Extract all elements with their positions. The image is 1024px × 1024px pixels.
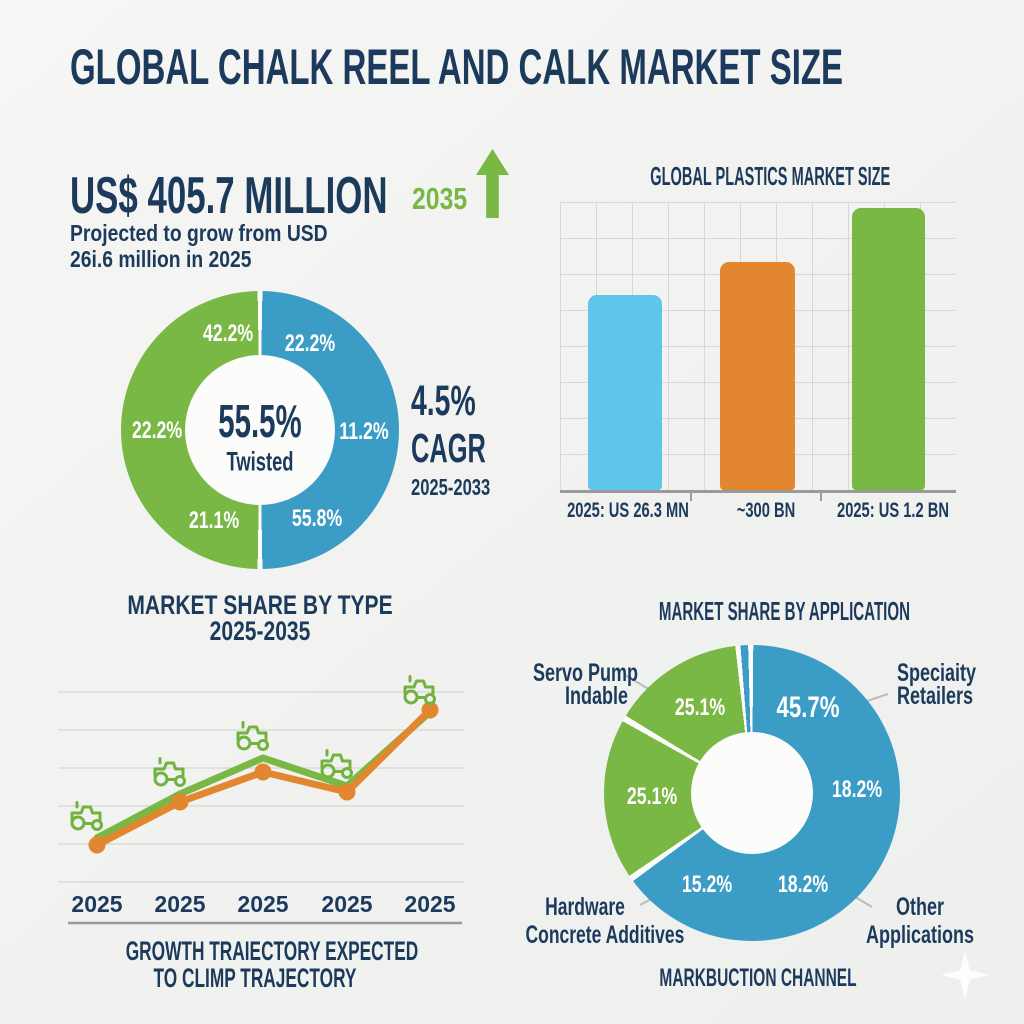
- donut-hole: [185, 355, 335, 505]
- bar-label-2: ~300 BN: [736, 499, 796, 522]
- x-axis-label: 2025: [404, 891, 455, 917]
- type-share-caption-line1: MARKET SHARE BY TYPE: [127, 590, 393, 620]
- market-share-by-application-donut: 25.1% 45.7% 18.2% 25.1% 15.2% 18.2%: [604, 645, 900, 941]
- growth-caption: GROWTH TRAIECTORY EXPECTED TO CLIMP TRAJ…: [53, 938, 457, 992]
- bar-chart-title: GLOBAL PLASTICS MARKET SIZE: [556, 161, 952, 192]
- page-title: GLOBAL CHALK REEL AND CALK MARKET SIZE: [70, 42, 1024, 92]
- donut-hole: [691, 732, 813, 854]
- donut-center-label: Twisted: [226, 446, 294, 477]
- market-value-headline: US$ 405.7 MILLION: [70, 170, 544, 222]
- bar-300-bn: [720, 262, 795, 490]
- tractor-icon: [403, 675, 436, 705]
- callout-servo-pump: Servo Pump Indable: [532, 659, 638, 710]
- slice-label-right: 18.2%: [831, 776, 883, 803]
- highlight-year-text: 2035: [412, 181, 468, 216]
- growth-caption-line2: TO CLIMP TRAJECTORY: [153, 963, 357, 993]
- tractor-icon: [236, 721, 269, 751]
- slice-label-left: 22.2%: [131, 417, 183, 444]
- slice-label-bottom-left: 15.2%: [681, 871, 733, 898]
- x-axis-label: 2025: [71, 891, 122, 917]
- cagr-value: 4.5%: [411, 377, 476, 425]
- growth-up-arrow-icon: [476, 149, 509, 218]
- data-point-marker: [421, 701, 439, 719]
- slice-label-top-left: 25.1%: [674, 694, 726, 721]
- slice-label-bottom-right: 55.8%: [291, 505, 343, 532]
- projection-subtitle-line2: 26i.6 million in 2025: [70, 246, 252, 272]
- application-donut-footer-text: MARKBUCTION CHANNEL: [659, 964, 857, 992]
- cagr-note: 4.5% CAGR 2025-2033: [411, 380, 532, 499]
- slice-label-top-right: 22.2%: [284, 330, 336, 357]
- bar-chart-plot-area: 2025: US 26.3 MN ~300 BN 2025: US 1.2 BN: [560, 202, 956, 522]
- cagr-label: CAGR: [411, 425, 486, 471]
- x-axis-label: 2025: [237, 891, 288, 917]
- market-value-text: US$ 405.7 MILLION: [70, 167, 388, 225]
- data-point-marker: [88, 836, 106, 854]
- x-axis-label: 2025: [321, 891, 372, 917]
- growth-caption-line1: GROWTH TRAIECTORY EXPECTED: [125, 936, 419, 966]
- page-title-text: GLOBAL CHALK REEL AND CALK MARKET SIZE: [70, 39, 844, 95]
- callout-other-applications: Other Applications: [866, 893, 975, 949]
- type-share-caption: MARKET SHARE BY TYPE 2025-2035: [60, 590, 460, 646]
- bar-2025-us-26-3-mn: [588, 295, 662, 490]
- slice-label-top-right: 45.7%: [776, 691, 840, 724]
- highlight-year: 2035: [412, 183, 481, 214]
- projection-subtitle: Projected to grow from USD 26i.6 million…: [70, 220, 377, 272]
- callout-hardware-concrete-additives: Hardware Concrete Additives: [525, 893, 685, 949]
- callout-specialty-retailers: Speciaity Retailers: [897, 659, 977, 710]
- slice-label-left: 25.1%: [626, 783, 678, 810]
- tractor-icon: [153, 757, 186, 787]
- data-point-marker: [171, 793, 189, 811]
- type-share-caption-line2: 2025-2035: [209, 616, 311, 646]
- data-point-markers: [88, 701, 439, 854]
- tractor-icon: [320, 749, 353, 779]
- slice-label-bottom-left: 21.1%: [188, 507, 240, 534]
- axis-tick: [820, 493, 822, 501]
- growth-line-chart: 2025 2025 2025 2025 2025: [58, 675, 464, 925]
- slice-label-right: 11.2%: [339, 418, 389, 445]
- slice-label-top-left: 42.2%: [202, 320, 254, 347]
- projection-subtitle-line1: Projected to grow from USD: [70, 220, 328, 246]
- bar-2025-us-1-2-bn: [852, 208, 925, 490]
- application-donut-title-text: MARKET SHARE BY APPLICATION: [658, 596, 910, 626]
- market-share-by-type-donut: 42.2% 22.2% 22.2% 11.2% 21.1% 55.8% 55.5…: [121, 291, 399, 569]
- bar-label-1: 2025: US 26.3 MN: [567, 499, 689, 522]
- slice-label-bottom-right: 18.2%: [777, 871, 829, 898]
- bar-chart-title-text: GLOBAL PLASTICS MARKET SIZE: [650, 161, 891, 191]
- x-axis-label: 2025: [154, 891, 205, 917]
- application-donut-title: MARKET SHARE BY APPLICATION: [568, 596, 964, 627]
- data-point-marker: [254, 763, 272, 781]
- bar-label-3: 2025: US 1.2 BN: [837, 499, 949, 522]
- donut-center-value: 55.5%: [218, 395, 302, 447]
- application-donut-footer: MARKBUCTION CHANNEL: [560, 964, 956, 993]
- cagr-period: 2025-2033: [411, 474, 491, 500]
- data-point-marker: [338, 783, 356, 801]
- axis-tick: [690, 493, 692, 501]
